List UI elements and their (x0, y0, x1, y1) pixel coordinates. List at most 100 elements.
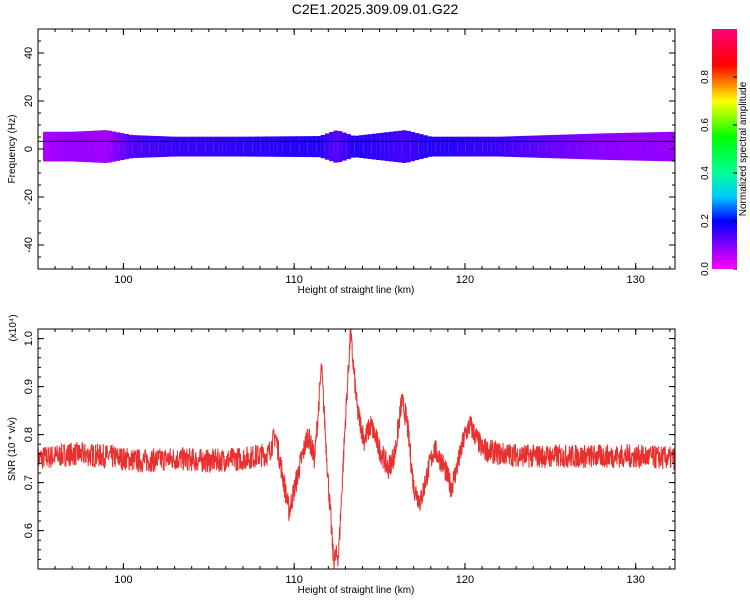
heatmap-cell (406, 130, 411, 163)
x-tick-label: 110 (285, 274, 303, 286)
heatmap-cell (307, 136, 313, 158)
heatmap-cell (64, 131, 70, 162)
spectrogram-xlabel: Height of straight line (km) (298, 285, 415, 296)
y-tick-label: 0.6 (23, 523, 35, 538)
y-tick-label: 20 (23, 95, 35, 107)
y-tick-label: 0.8 (23, 427, 35, 442)
heatmap-cell (230, 136, 236, 157)
heatmap-cell (350, 135, 356, 158)
heatmap-cell (252, 136, 257, 157)
heatmap-cell (563, 134, 569, 159)
heatmap-cell (628, 132, 633, 161)
heatmap-cell (256, 136, 262, 157)
heatmap-cell (226, 136, 232, 157)
heatmap-cell (538, 135, 544, 158)
heatmap-cell (277, 136, 283, 157)
heatmap-cell (418, 134, 424, 160)
heatmap-cell (354, 135, 360, 158)
heatmap-cell (154, 135, 159, 158)
heatmap-cell (371, 133, 377, 160)
snr-multiplier: (x10⁴) (8, 314, 19, 341)
heatmap-cell (324, 133, 330, 160)
heatmap-cell (209, 136, 215, 157)
heatmap-cell (414, 133, 420, 161)
heatmap-cell (376, 133, 381, 160)
heatmap-cell (188, 136, 193, 157)
heatmap-cell (359, 135, 364, 159)
heatmap-cell (179, 136, 185, 157)
heatmap-cell (397, 130, 403, 163)
heatmap-cell (525, 135, 531, 158)
heatmap-cell (593, 133, 599, 160)
heatmap-cell (119, 133, 125, 161)
heatmap-cell (137, 135, 142, 158)
heatmap-cell (111, 131, 117, 162)
heatmap-cell (602, 133, 608, 160)
heatmap-cell (568, 134, 573, 159)
heatmap-cell (145, 135, 151, 158)
heatmap-cell (98, 130, 104, 163)
heatmap-cell (474, 136, 480, 157)
heatmap-cell (312, 136, 317, 158)
spectrogram-panel: 100 110 120 130 -40 -20 0 20 40 Height of straig… (7, 28, 676, 296)
heatmap-cell (162, 136, 168, 157)
heatmap-cell (581, 133, 586, 160)
heatmap-cell (55, 131, 61, 162)
heatmap-cell (290, 136, 296, 157)
heatmap-cell (320, 135, 326, 159)
snr-xlabel: Height of straight line (km) (298, 585, 415, 596)
heatmap-cell (60, 131, 65, 162)
heatmap-cell (175, 136, 181, 157)
heatmap-cell (265, 136, 270, 157)
heatmap-cell (555, 134, 561, 159)
heatmap-cell (346, 134, 351, 160)
heatmap-cell (632, 132, 637, 161)
heatmap-cell (128, 134, 134, 159)
x-tick-label: 100 (114, 274, 132, 286)
heatmap-cell (517, 136, 522, 158)
heatmap-cell (610, 133, 616, 161)
y-tick-label: 0.7 (23, 475, 35, 490)
x-tick-label: 110 (285, 574, 303, 586)
heatmap-cell (115, 132, 121, 161)
heatmap-cell (149, 135, 155, 158)
heatmap-cell (521, 135, 526, 158)
heatmap-cell (158, 136, 164, 158)
heatmap-cell (448, 136, 454, 157)
heatmap-cell (295, 136, 300, 157)
x-tick-label: 100 (114, 574, 132, 586)
heatmap-cell (401, 130, 407, 163)
heatmap-cell (77, 131, 82, 162)
heatmap-cell (380, 132, 386, 161)
heatmap-cell (85, 130, 91, 163)
heatmap-cell (487, 136, 492, 157)
heatmap-cell (222, 136, 228, 157)
heatmap-cell (585, 133, 591, 160)
heatmap-cell (512, 136, 518, 158)
heatmap-cell (393, 131, 398, 162)
y-tick-label: 40 (23, 47, 35, 59)
y-tick-label: 1.0 (23, 331, 35, 346)
y-tick-label: 0.9 (23, 379, 35, 394)
heatmap-cell (248, 136, 253, 157)
heatmap-cell (504, 136, 509, 157)
heatmap-cell (410, 131, 415, 162)
heatmap-cell (499, 136, 505, 157)
heatmap-cell (367, 134, 373, 159)
heatmap-cell (239, 136, 245, 157)
colorbar-label: Normalized spectral amplitude (738, 81, 749, 216)
heatmap-cell (81, 131, 87, 163)
heatmap-cell (491, 136, 497, 157)
x-tick-label: 130 (627, 574, 645, 586)
snr-ylabel: SNR (10 * v/v) (7, 417, 18, 481)
heatmap-cell (465, 136, 471, 157)
y-tick-label: -40 (23, 237, 35, 253)
heatmap-cell (184, 136, 189, 157)
heatmap-cell (337, 131, 343, 163)
heatmap-cell (124, 133, 129, 160)
heatmap-cell (43, 131, 48, 162)
heatmap-cell (576, 134, 582, 160)
heatmap-cell (452, 136, 458, 157)
snr-ticks: 100 110 120 130 0.6 0.7 0.8 0.9 1.0 (23, 328, 675, 586)
heatmap-cell (329, 132, 334, 162)
